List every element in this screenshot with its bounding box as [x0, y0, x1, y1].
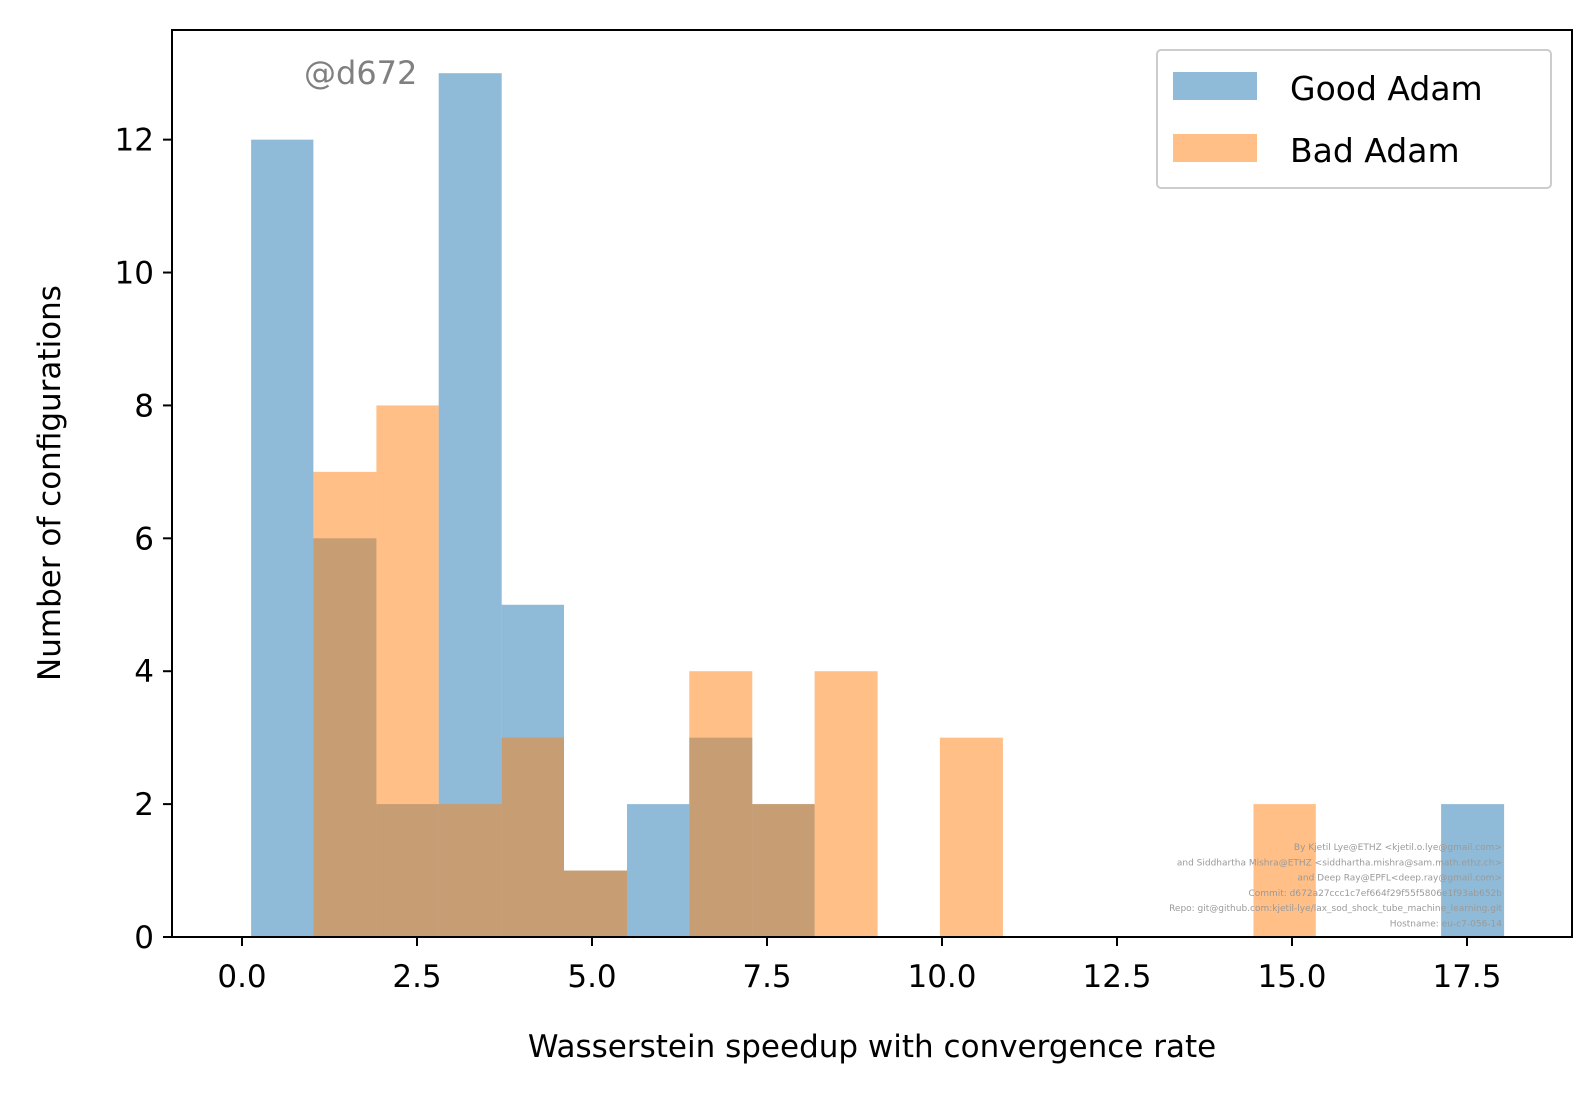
- x-tick-label: 17.5: [1432, 959, 1501, 995]
- credits-block: By Kjetil Lye@ETHZ <kjetil.o.lye@gmail.c…: [1169, 843, 1502, 930]
- legend-label-good-adam: Good Adam: [1290, 69, 1483, 108]
- y-tick-label: 8: [134, 388, 154, 424]
- bar-bad-adam-7: [752, 804, 815, 937]
- bar-good-adam-3: [438, 73, 502, 937]
- y-tick-label: 0: [134, 920, 154, 956]
- bar-bad-adam-8: [814, 671, 878, 937]
- legend-swatch-good-adam: [1173, 72, 1257, 100]
- bar-bad-adam-15: [1253, 804, 1316, 937]
- legend: Good Adam Bad Adam: [1156, 49, 1552, 189]
- y-tick-label: 4: [134, 654, 154, 690]
- y-tick-label: 12: [115, 123, 154, 159]
- y-axis-title: Number of configurations: [32, 285, 68, 681]
- bar-bad-adam-0: [313, 471, 377, 937]
- x-tick-label: 10.0: [907, 959, 976, 995]
- credits-line: Hostname: eu-c7-056-14: [1390, 920, 1502, 930]
- y-tick-label: 6: [134, 521, 154, 557]
- bars-layer: [251, 73, 1505, 937]
- y-tick-label: 2: [134, 787, 154, 823]
- x-tick-label: 7.5: [742, 959, 791, 995]
- x-tick-label: 5.0: [567, 959, 616, 995]
- credits-line: and Deep Ray@EPFL<deep.ray@gmail.com>: [1297, 874, 1502, 884]
- x-axis: 0.0 2.5 5.0 7.5 10.0 12.5 15.0 17.5: [217, 937, 1502, 995]
- bar-good-adam-0: [251, 139, 314, 937]
- credits-line: Commit: d672a27ccc1c7ef664f29f55f5806e1f…: [1248, 889, 1502, 899]
- bar-bad-adam-4: [564, 870, 627, 937]
- credits-line: and Siddhartha Mishra@ETHZ <siddhartha.m…: [1177, 858, 1502, 868]
- bar-bad-adam-10: [939, 737, 1003, 937]
- x-tick-label: 12.5: [1082, 959, 1151, 995]
- legend-label-bad-adam: Bad Adam: [1290, 131, 1460, 170]
- plot-frame: [171, 29, 1573, 938]
- credits-line: By Kjetil Lye@ETHZ <kjetil.o.lye@gmail.c…: [1294, 843, 1502, 853]
- legend-swatch-bad-adam: [1173, 134, 1257, 162]
- x-tick-label: 2.5: [392, 959, 441, 995]
- bar-bad-adam-1: [376, 405, 439, 937]
- bar-bad-adam-3: [501, 737, 564, 937]
- bar-bad-adam-6: [689, 671, 753, 937]
- bar-bad-adam-2: [438, 804, 502, 937]
- bar-good-adam-6: [627, 804, 690, 937]
- x-tick-label: 0.0: [217, 959, 266, 995]
- x-tick-label: 15.0: [1257, 959, 1326, 995]
- bar-good-adam-19: [1441, 804, 1505, 937]
- y-tick-label: 10: [115, 256, 154, 292]
- watermark-text: @d672: [304, 54, 417, 92]
- credits-line: Repo: git@github.com:kjetil-lye/lax_sod_…: [1169, 904, 1502, 914]
- y-axis: 0 2 4 6 8 10 12: [115, 123, 172, 956]
- x-axis-title: Wasserstein speedup with convergence rat…: [528, 1029, 1216, 1065]
